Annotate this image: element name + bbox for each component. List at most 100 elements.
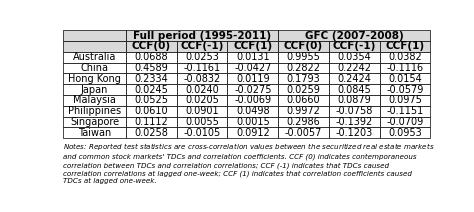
Bar (380, 127, 430, 138)
Bar (63, 106, 126, 117)
Bar (380, 73, 430, 84)
Text: -0.0275: -0.0275 (234, 85, 272, 95)
Bar (228, 95, 278, 106)
Text: -0.0758: -0.0758 (336, 106, 373, 116)
Text: 0.0660: 0.0660 (287, 95, 320, 105)
Text: CCF(1): CCF(1) (233, 42, 273, 52)
Text: 0.0901: 0.0901 (185, 106, 219, 116)
Text: -0.1392: -0.1392 (336, 117, 373, 127)
Text: Philippines: Philippines (68, 106, 121, 116)
Bar (228, 63, 278, 73)
Bar (177, 106, 228, 117)
Bar (126, 106, 177, 117)
Text: 0.0259: 0.0259 (287, 85, 320, 95)
Bar (63, 127, 126, 138)
Bar (126, 127, 177, 138)
Bar (63, 95, 126, 106)
Text: GFC (2007-2008): GFC (2007-2008) (305, 31, 403, 41)
Bar (278, 117, 329, 127)
Bar (126, 84, 177, 95)
Text: 0.1112: 0.1112 (135, 117, 168, 127)
Bar (278, 95, 329, 106)
Bar (380, 106, 430, 117)
Text: 0.0055: 0.0055 (185, 117, 219, 127)
Bar (126, 95, 177, 106)
Bar (329, 73, 380, 84)
Bar (177, 84, 228, 95)
Text: -0.0069: -0.0069 (234, 95, 272, 105)
Bar (278, 52, 329, 63)
Bar (177, 117, 228, 127)
Bar (63, 41, 126, 52)
Text: -0.0105: -0.0105 (183, 128, 221, 138)
Text: 0.0015: 0.0015 (236, 117, 270, 127)
Bar (228, 106, 278, 117)
Text: 0.0119: 0.0119 (236, 74, 270, 84)
Bar (63, 52, 126, 63)
Bar (63, 63, 126, 73)
Bar (278, 84, 329, 95)
Text: Taiwan: Taiwan (78, 128, 111, 138)
Text: 0.2424: 0.2424 (337, 74, 371, 84)
Bar (228, 52, 278, 63)
Bar (177, 52, 228, 63)
Bar (278, 127, 329, 138)
Bar (380, 52, 430, 63)
Text: 0.0354: 0.0354 (337, 52, 371, 62)
Bar (380, 63, 430, 73)
Text: 0.0688: 0.0688 (135, 52, 168, 62)
Bar (63, 73, 126, 84)
Text: 0.4589: 0.4589 (135, 63, 168, 73)
Text: CCF(-1): CCF(-1) (333, 42, 376, 52)
Text: Full period (1995-2011): Full period (1995-2011) (133, 31, 271, 41)
Bar (228, 84, 278, 95)
Text: Hong Kong: Hong Kong (68, 74, 121, 84)
Text: -0.0427: -0.0427 (234, 63, 272, 73)
Bar (329, 95, 380, 106)
Text: 0.0912: 0.0912 (236, 128, 270, 138)
Bar (177, 95, 228, 106)
Text: 0.0205: 0.0205 (185, 95, 219, 105)
Text: 0.9955: 0.9955 (287, 52, 320, 62)
Bar (177, 41, 228, 52)
Bar (278, 106, 329, 117)
Bar (63, 30, 126, 41)
Text: 0.1793: 0.1793 (287, 74, 320, 84)
Text: $\it{Notes}$: Reported test statistics are cross-correlation values between the : $\it{Notes}$: Reported test statistics a… (63, 141, 435, 184)
Bar (177, 63, 228, 73)
Bar (228, 127, 278, 138)
Bar (63, 84, 126, 95)
Bar (278, 63, 329, 73)
Bar (126, 41, 177, 52)
Text: 0.0154: 0.0154 (388, 74, 422, 84)
Bar (380, 84, 430, 95)
Bar (177, 127, 228, 138)
Text: 0.2334: 0.2334 (135, 74, 168, 84)
Text: CCF(-1): CCF(-1) (181, 42, 224, 52)
Text: CCF(1): CCF(1) (385, 42, 425, 52)
Text: 0.0879: 0.0879 (337, 95, 371, 105)
Text: Malaysia: Malaysia (73, 95, 116, 105)
Text: -0.1116: -0.1116 (386, 63, 423, 73)
Bar (278, 30, 430, 41)
Text: CCF(0): CCF(0) (132, 42, 171, 52)
Bar (329, 84, 380, 95)
Bar (126, 30, 278, 41)
Text: -0.0579: -0.0579 (386, 85, 424, 95)
Text: -0.0832: -0.0832 (183, 74, 221, 84)
Text: Australia: Australia (73, 52, 116, 62)
Text: 0.0610: 0.0610 (135, 106, 168, 116)
Bar (329, 52, 380, 63)
Bar (278, 73, 329, 84)
Text: -0.0709: -0.0709 (386, 117, 424, 127)
Text: 0.0845: 0.0845 (337, 85, 371, 95)
Bar (380, 95, 430, 106)
Bar (126, 73, 177, 84)
Text: 0.2822: 0.2822 (287, 63, 320, 73)
Bar (126, 52, 177, 63)
Text: 0.0975: 0.0975 (388, 95, 422, 105)
Text: CCF(0): CCF(0) (284, 42, 323, 52)
Text: -0.0057: -0.0057 (285, 128, 322, 138)
Text: China: China (81, 63, 109, 73)
Text: 0.0131: 0.0131 (236, 52, 270, 62)
